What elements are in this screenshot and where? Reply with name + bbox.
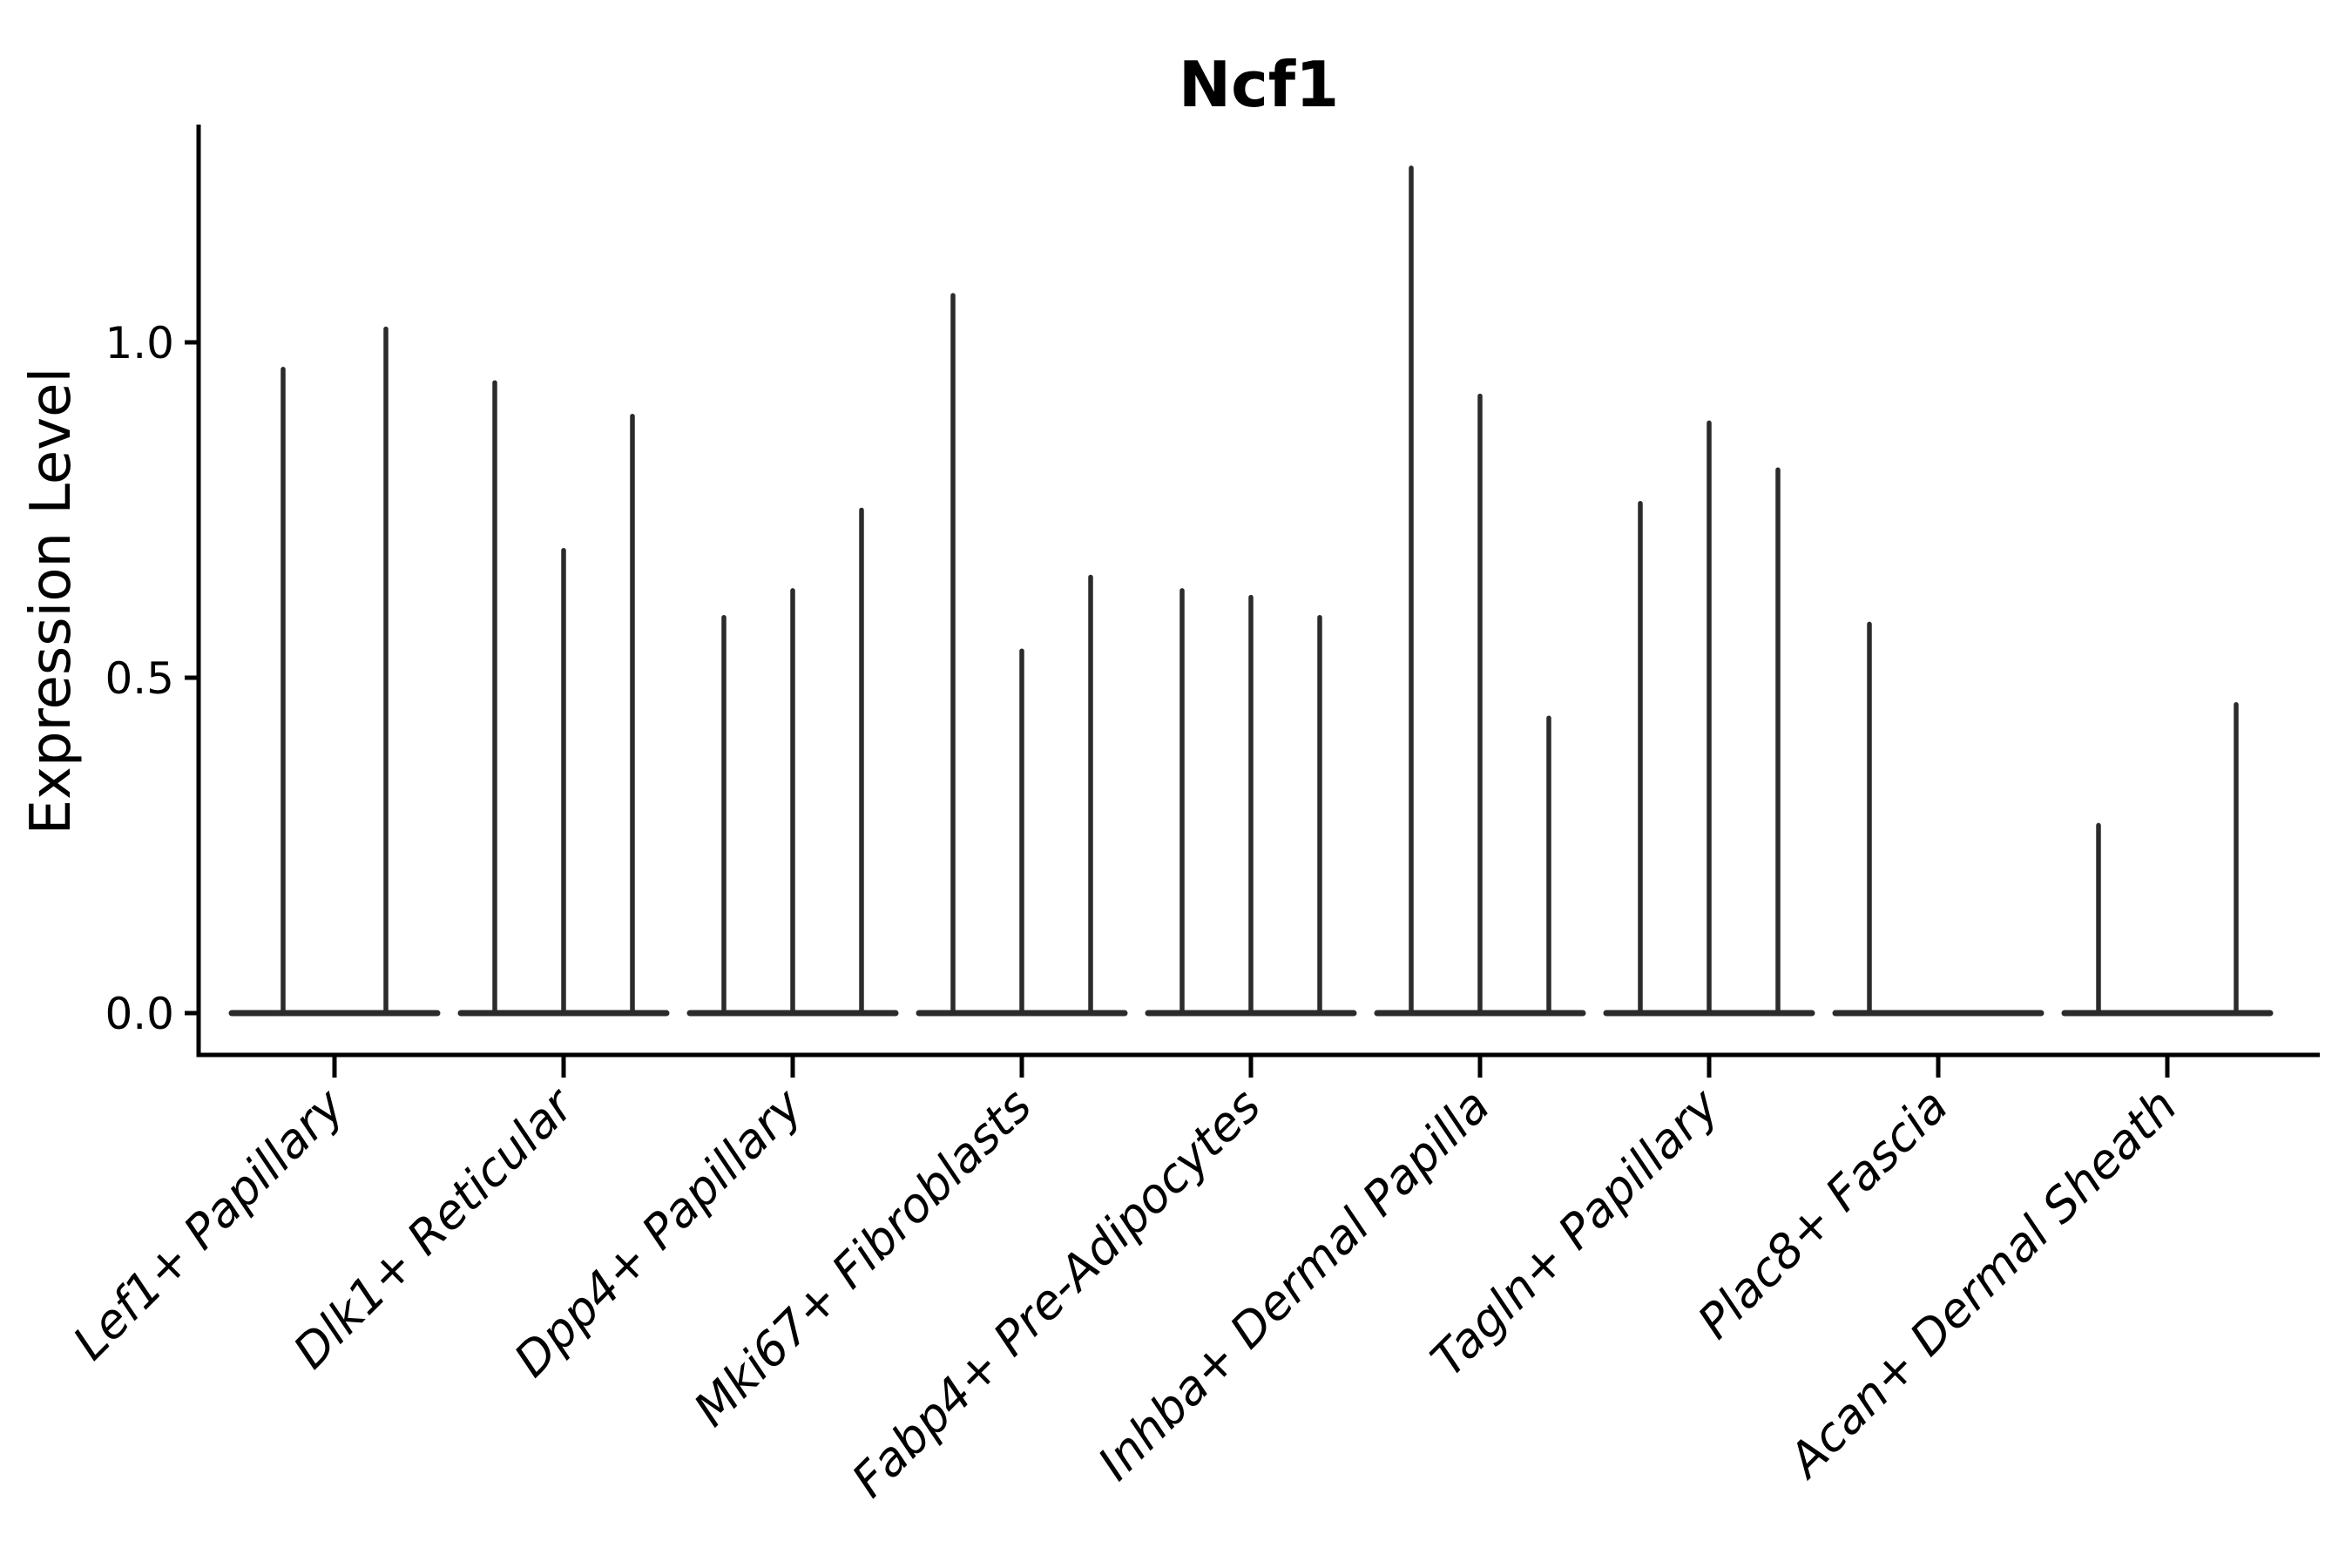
x-tick-label: Fabp4+ Pre-Adipocytes xyxy=(841,1078,1271,1508)
y-axis-ticks: 0.0 0.5 1.0 xyxy=(105,318,199,1039)
chart-title: Ncf1 xyxy=(1179,48,1339,121)
violin-group xyxy=(457,380,670,1017)
y-tick-label: 1.0 xyxy=(105,318,174,368)
x-tick-label: Inhba+ Dermal Papilla xyxy=(1087,1078,1500,1491)
violin-group xyxy=(1832,621,2044,1017)
axes xyxy=(196,125,2320,1058)
violin-group xyxy=(686,507,899,1017)
violin-group xyxy=(1374,166,1586,1017)
violin-group xyxy=(228,326,441,1017)
x-tick-label: Acan+ Dermal Sheath xyxy=(1776,1078,2187,1490)
violins xyxy=(228,166,2274,1017)
violin-group xyxy=(2061,702,2274,1017)
violin-group xyxy=(1145,588,1357,1017)
y-tick-label: 0.0 xyxy=(105,989,174,1039)
y-tick-label: 0.5 xyxy=(105,653,174,704)
violin-group xyxy=(1603,420,1815,1017)
y-axis-label: Expression Level xyxy=(19,368,84,835)
violin-group xyxy=(916,293,1128,1017)
